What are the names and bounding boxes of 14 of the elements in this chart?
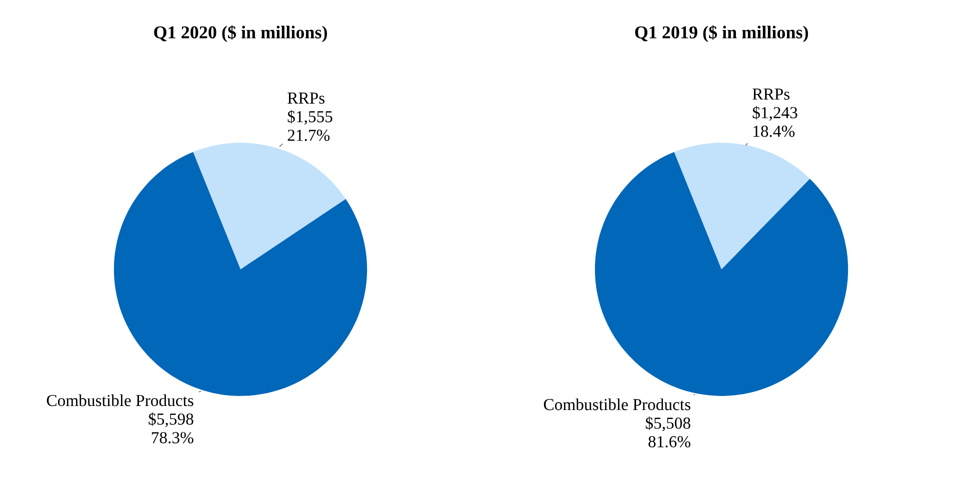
data-label: $5,598 78.3% — [148, 412, 194, 444]
slice-label: RRPs — [288, 92, 324, 104]
pie-slice — [193, 142, 346, 270]
data-label: $1,243 18.4% — [752, 106, 798, 137]
chart-title: Q1 2020 ($ in millions) — [154, 25, 327, 42]
data-label: $1,555 21.7% — [288, 110, 332, 141]
data-label: $5,508 81.6% — [646, 416, 690, 448]
slice-label: Combustible Products — [544, 398, 690, 410]
slice-label: Combustible Products — [46, 394, 194, 406]
chart-title: Q1 2019 ($ in millions) — [635, 25, 808, 42]
pie-slice — [674, 142, 810, 270]
pie-slice — [594, 152, 848, 396]
pie-slice — [114, 152, 368, 396]
slice-label: RRPs — [752, 88, 790, 100]
